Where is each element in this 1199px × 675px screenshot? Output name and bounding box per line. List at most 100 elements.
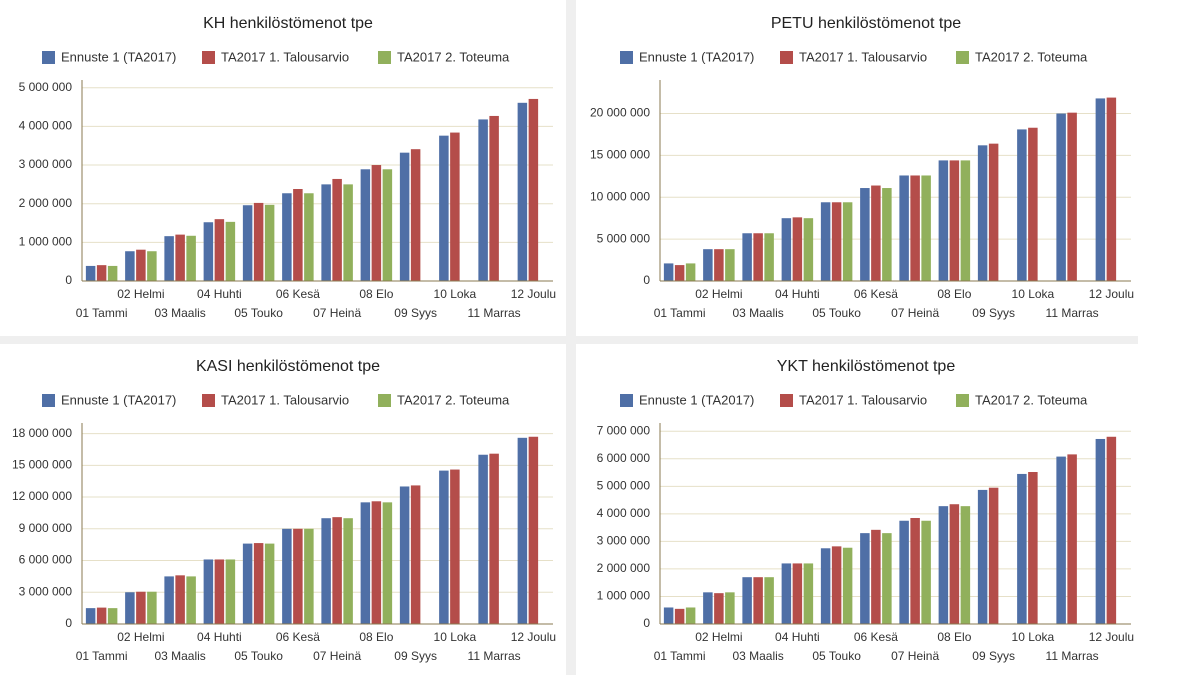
legend-swatch bbox=[42, 51, 55, 64]
bar bbox=[1095, 438, 1106, 624]
y-tick-label: 6 000 000 bbox=[597, 451, 651, 465]
bar bbox=[988, 487, 999, 624]
bar bbox=[528, 98, 539, 281]
x-tick-label: 05 Touko bbox=[812, 649, 861, 663]
bar bbox=[147, 251, 157, 281]
legend-label: Ennuste 1 (TA2017) bbox=[61, 392, 176, 407]
y-tick-label: 5 000 000 bbox=[597, 231, 651, 245]
bar bbox=[175, 234, 185, 281]
x-tick-label: 05 Touko bbox=[234, 649, 283, 663]
legend-label: Ennuste 1 (TA2017) bbox=[61, 49, 176, 64]
y-tick-label: 2 000 000 bbox=[19, 196, 73, 210]
bar bbox=[1106, 97, 1117, 282]
bar bbox=[899, 175, 909, 281]
bar bbox=[293, 528, 303, 624]
y-tick-label: 5 000 000 bbox=[597, 479, 651, 493]
bar bbox=[214, 559, 225, 624]
y-tick-label: 9 000 000 bbox=[19, 521, 73, 535]
bar bbox=[399, 486, 410, 624]
bar bbox=[1028, 127, 1038, 281]
bar bbox=[147, 591, 157, 624]
x-tick-label: 01 Tammi bbox=[654, 649, 706, 663]
y-tick-label: 4 000 000 bbox=[597, 506, 651, 520]
bar bbox=[164, 236, 174, 281]
bar bbox=[1056, 113, 1066, 281]
bar bbox=[478, 119, 488, 281]
x-tick-label: 11 Marras bbox=[468, 306, 521, 320]
y-tick-label: 3 000 000 bbox=[19, 584, 73, 598]
bar bbox=[921, 175, 931, 281]
bar bbox=[214, 219, 225, 281]
legend-label: Ennuste 1 (TA2017) bbox=[639, 392, 754, 407]
bar bbox=[764, 233, 774, 281]
bar bbox=[203, 222, 214, 281]
bar bbox=[820, 548, 831, 624]
x-tick-label: 11 Marras bbox=[468, 649, 521, 663]
bar bbox=[125, 592, 135, 624]
legend-label: Ennuste 1 (TA2017) bbox=[639, 49, 754, 64]
x-tick-label: 08 Elo bbox=[359, 287, 393, 301]
bar bbox=[321, 184, 331, 281]
y-tick-label: 1 000 000 bbox=[19, 235, 73, 249]
background bbox=[1138, 0, 1199, 675]
bar bbox=[938, 506, 949, 624]
bar bbox=[820, 202, 831, 281]
x-tick-label: 07 Heinä bbox=[313, 306, 361, 320]
bar bbox=[399, 152, 410, 281]
bar bbox=[225, 559, 236, 624]
bar bbox=[439, 135, 449, 281]
legend-swatch bbox=[780, 394, 793, 407]
y-tick-label: 7 000 000 bbox=[597, 423, 651, 437]
bar bbox=[792, 217, 803, 281]
bar bbox=[282, 193, 292, 281]
chart-title: YKT henkilöstömenot tpe bbox=[777, 358, 956, 375]
bar bbox=[489, 115, 499, 281]
y-tick-label: 15 000 000 bbox=[12, 457, 72, 471]
bar bbox=[125, 251, 135, 281]
legend-swatch bbox=[202, 394, 215, 407]
x-tick-label: 02 Helmi bbox=[695, 630, 742, 644]
bar bbox=[382, 169, 393, 281]
y-tick-label: 12 000 000 bbox=[12, 489, 72, 503]
bar bbox=[85, 608, 96, 624]
bar bbox=[871, 185, 881, 281]
legend-label: TA2017 1. Talousarvio bbox=[799, 49, 927, 64]
y-tick-label: 6 000 000 bbox=[19, 553, 73, 567]
y-tick-label: 4 000 000 bbox=[19, 119, 73, 133]
x-tick-label: 12 Joulu bbox=[1089, 630, 1134, 644]
bar bbox=[136, 591, 146, 624]
x-tick-label: 08 Elo bbox=[937, 630, 971, 644]
x-tick-label: 06 Kesä bbox=[276, 630, 320, 644]
bar bbox=[85, 265, 96, 281]
bar bbox=[175, 575, 185, 624]
bar bbox=[186, 576, 196, 624]
bar bbox=[910, 175, 920, 281]
x-tick-label: 04 Huhti bbox=[197, 287, 242, 301]
legend-swatch bbox=[378, 394, 391, 407]
x-tick-label: 01 Tammi bbox=[654, 306, 706, 320]
bar bbox=[264, 204, 275, 281]
bar bbox=[253, 543, 264, 624]
bar bbox=[96, 607, 107, 624]
bar bbox=[685, 263, 696, 281]
x-tick-label: 10 Loka bbox=[1012, 287, 1055, 301]
bar bbox=[882, 533, 892, 624]
chart-title: KASI henkilöstömenot tpe bbox=[196, 358, 380, 375]
x-tick-label: 08 Elo bbox=[937, 287, 971, 301]
bar bbox=[714, 249, 724, 281]
x-tick-label: 03 Maalis bbox=[154, 306, 205, 320]
x-tick-label: 06 Kesä bbox=[854, 287, 898, 301]
x-tick-label: 10 Loka bbox=[434, 630, 477, 644]
legend-swatch bbox=[780, 51, 793, 64]
y-tick-label: 0 bbox=[643, 616, 650, 630]
bar bbox=[528, 436, 539, 624]
bar bbox=[360, 169, 371, 281]
legend-label: TA2017 1. Talousarvio bbox=[799, 392, 927, 407]
bar bbox=[842, 202, 853, 281]
bar bbox=[960, 506, 971, 624]
legend-label: TA2017 2. Toteuma bbox=[975, 392, 1088, 407]
bar bbox=[321, 518, 331, 624]
x-tick-label: 10 Loka bbox=[1012, 630, 1055, 644]
bar bbox=[450, 132, 460, 281]
